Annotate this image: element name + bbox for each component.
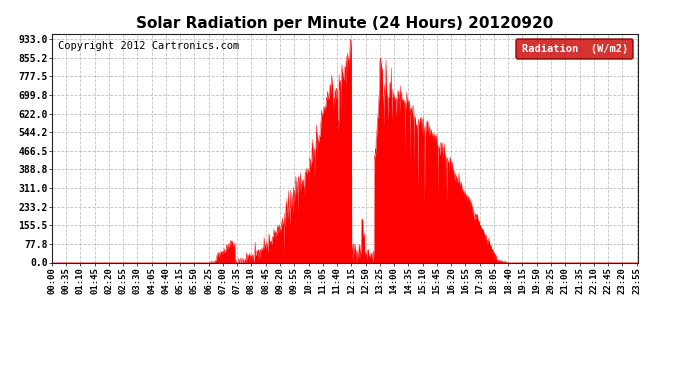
Title: Solar Radiation per Minute (24 Hours) 20120920: Solar Radiation per Minute (24 Hours) 20…	[137, 16, 553, 31]
Legend: Radiation  (W/m2): Radiation (W/m2)	[516, 39, 633, 59]
Text: Copyright 2012 Cartronics.com: Copyright 2012 Cartronics.com	[58, 40, 239, 51]
